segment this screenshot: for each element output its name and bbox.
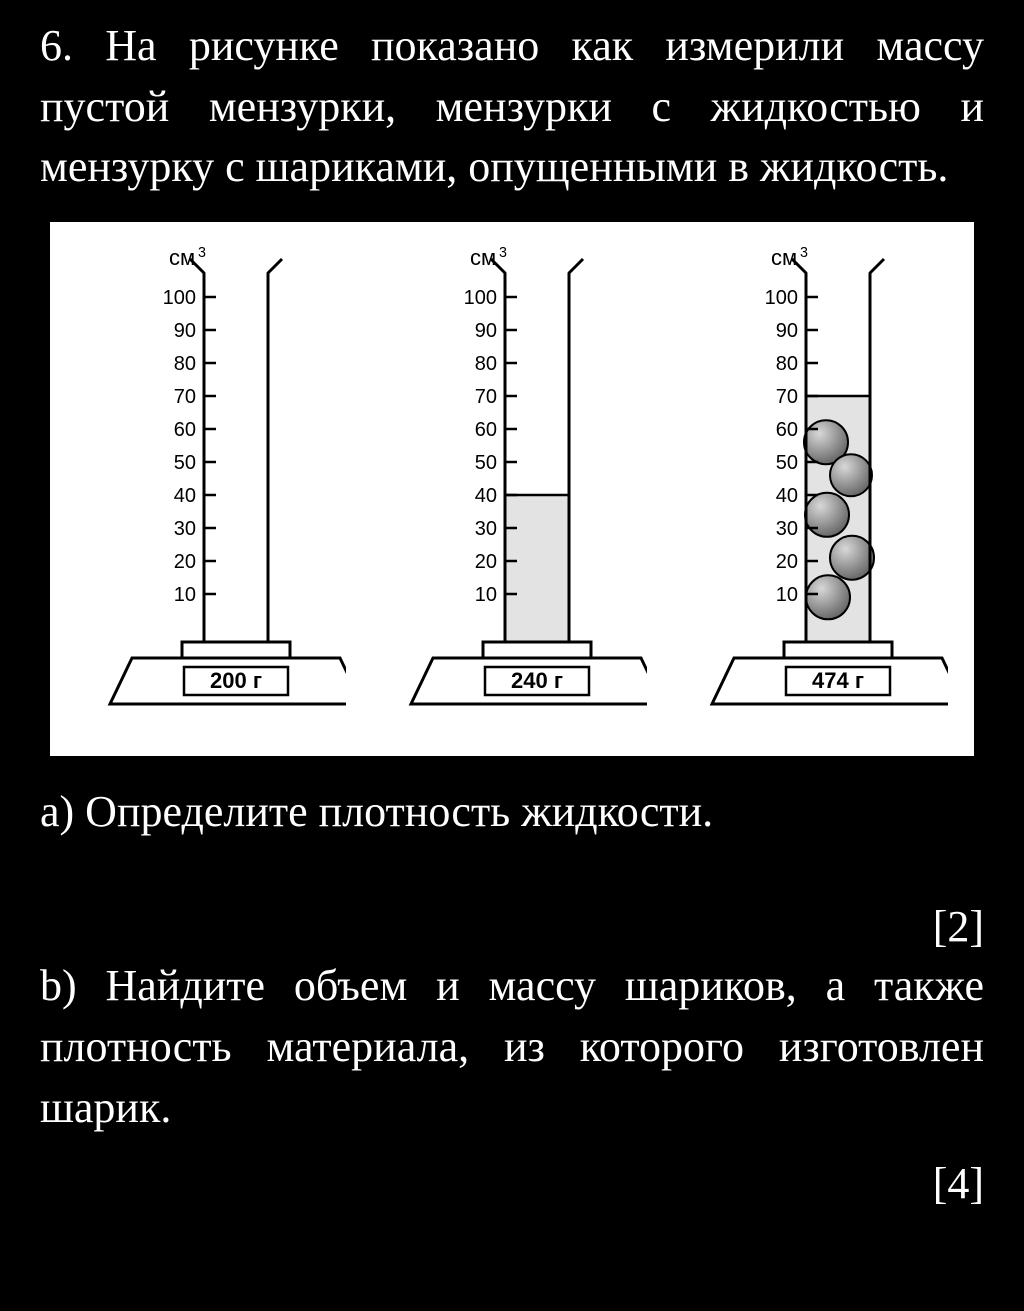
svg-text:40: 40: [475, 485, 497, 507]
svg-text:60: 60: [173, 419, 195, 441]
cylinder-1: 100 90 80 70 60 50 40 30 20 10 см3 200 г: [66, 232, 355, 742]
score-b: [4]: [40, 1158, 984, 1209]
svg-text:90: 90: [475, 320, 497, 342]
svg-text:50: 50: [475, 452, 497, 474]
svg-text:474 г: 474 г: [812, 668, 864, 693]
problem-number: 6.: [40, 21, 73, 70]
svg-text:30: 30: [475, 518, 497, 540]
svg-text:200 г: 200 г: [210, 668, 262, 693]
svg-text:40: 40: [776, 485, 798, 507]
svg-text:20: 20: [173, 551, 195, 573]
svg-text:см: см: [169, 245, 195, 270]
svg-text:60: 60: [776, 419, 798, 441]
svg-text:3: 3: [800, 245, 808, 261]
svg-text:30: 30: [173, 518, 195, 540]
svg-text:см: см: [771, 245, 797, 270]
svg-text:100: 100: [765, 287, 798, 309]
svg-text:90: 90: [776, 320, 798, 342]
svg-text:20: 20: [776, 551, 798, 573]
svg-text:80: 80: [173, 353, 195, 375]
svg-text:80: 80: [475, 353, 497, 375]
svg-text:240 г: 240 г: [511, 668, 563, 693]
svg-text:3: 3: [198, 245, 206, 261]
part-a-text: a) Определите плотность жидкости.: [40, 786, 984, 837]
svg-text:20: 20: [475, 551, 497, 573]
svg-text:70: 70: [776, 386, 798, 408]
svg-text:40: 40: [173, 485, 195, 507]
svg-text:10: 10: [173, 584, 195, 606]
svg-text:см: см: [470, 245, 496, 270]
svg-text:100: 100: [464, 287, 497, 309]
score-a: [2]: [40, 901, 984, 952]
figure-cylinders: 100908070605040302010см3200 г 1009080706…: [50, 222, 974, 756]
problem-statement: 6. На рисунке показано как измерили масс…: [40, 16, 984, 198]
svg-text:50: 50: [173, 452, 195, 474]
part-b-text: b) Найдите объем и массу шариков, а такж…: [40, 956, 984, 1138]
svg-text:3: 3: [499, 245, 507, 261]
svg-text:70: 70: [173, 386, 195, 408]
cylinder-3: 100 90 80 70 60 50 40 30 20 10 см3 474 г: [669, 232, 958, 742]
svg-text:70: 70: [475, 386, 497, 408]
svg-text:80: 80: [776, 353, 798, 375]
svg-text:60: 60: [475, 419, 497, 441]
svg-text:30: 30: [776, 518, 798, 540]
svg-text:10: 10: [475, 584, 497, 606]
svg-text:90: 90: [173, 320, 195, 342]
svg-text:10: 10: [776, 584, 798, 606]
svg-text:50: 50: [776, 452, 798, 474]
problem-body: На рисунке показано как измерили массу п…: [40, 21, 984, 191]
svg-text:100: 100: [162, 287, 195, 309]
cylinder-2: 100 90 80 70 60 50 40 30 20 10 см3 240 г: [367, 232, 656, 742]
